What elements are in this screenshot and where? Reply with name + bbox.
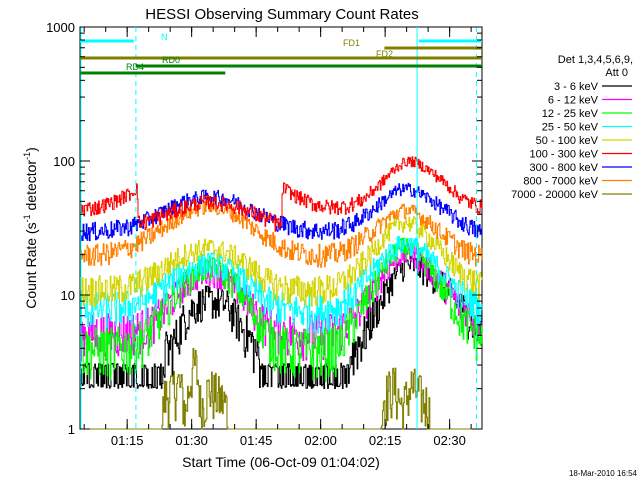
legend-entry-label: 3 - 6 keV — [554, 81, 599, 93]
legend-entry-label: 6 - 12 keV — [548, 95, 599, 107]
flag-bar-n-1 — [80, 39, 134, 43]
legend-entry-label: 12 - 25 keV — [542, 108, 599, 120]
legend-title-line2: Att 0 — [605, 67, 628, 79]
legend: Det 1,3,4,5,6,9,Att 0 3 - 6 keV 6 - 12 keV… — [511, 54, 633, 201]
series-line-5 — [80, 216, 483, 308]
y-tick-label: 100 — [53, 154, 75, 169]
flag-label-fd1: FD1 — [343, 38, 360, 48]
series-line-9 — [80, 347, 482, 430]
flag-bar-n-2 — [418, 39, 482, 43]
flag-bar-fd1-1 — [384, 46, 482, 50]
series-line-6 — [80, 156, 483, 232]
flag-label-rd0: RD0 — [162, 55, 180, 65]
x-tick-label: 01:15 — [111, 433, 144, 448]
legend-entry-label: 25 - 50 keV — [542, 122, 599, 134]
x-tick-label: 02:00 — [304, 433, 337, 448]
series-line-8 — [80, 199, 483, 268]
flag-label-rd4: RD4 — [126, 62, 144, 72]
x-axis-label: Start Time (06-Oct-09 01:04:02) — [182, 454, 380, 470]
legend-entry-label: 300 - 800 keV — [530, 162, 599, 174]
x-tick-label: 02:30 — [433, 433, 466, 448]
flag-label-n: N — [161, 32, 168, 42]
y-tick-label: 1 — [68, 422, 75, 437]
y-axis-label: Count Rate (s-1 detector-1) — [22, 147, 39, 309]
footer-timestamp: 18-Mar-2010 16:54 — [569, 469, 638, 478]
legend-entry-label: 100 - 300 keV — [530, 149, 599, 161]
legend-entry-label: 7000 - 20000 keV — [511, 189, 599, 201]
axis-ticks-layer: 01:15 01:30 01:45 02:00 02:15 02:30 1 10 100 1000 — [46, 20, 482, 448]
chart-title: HESSI Observing Summary Count Rates — [145, 6, 418, 23]
legend-entry-label: 50 - 100 keV — [536, 135, 599, 147]
flag-bar-rd4-1 — [80, 71, 226, 75]
legend-entry-label: 800 - 7000 keV — [523, 176, 598, 188]
flag-label-fd2: FD2 — [376, 49, 393, 59]
flag-bar-fd2-1 — [80, 56, 482, 60]
y-tick-label: 1000 — [46, 20, 75, 35]
y-tick-label: 10 — [61, 288, 75, 303]
legend-title-line1: Det 1,3,4,5,6,9, — [558, 54, 633, 66]
x-tick-label: 01:30 — [175, 433, 208, 448]
vertical-marker-layer — [80, 27, 477, 429]
x-tick-label: 02:15 — [369, 433, 402, 448]
flag-bar-rd0-1 — [135, 64, 482, 68]
x-tick-label: 01:45 — [240, 433, 273, 448]
series-line-7 — [80, 182, 483, 242]
flag-bars-layer: N FD1 FD2 RD0 RD4 — [80, 32, 482, 75]
series-layer — [80, 156, 483, 430]
